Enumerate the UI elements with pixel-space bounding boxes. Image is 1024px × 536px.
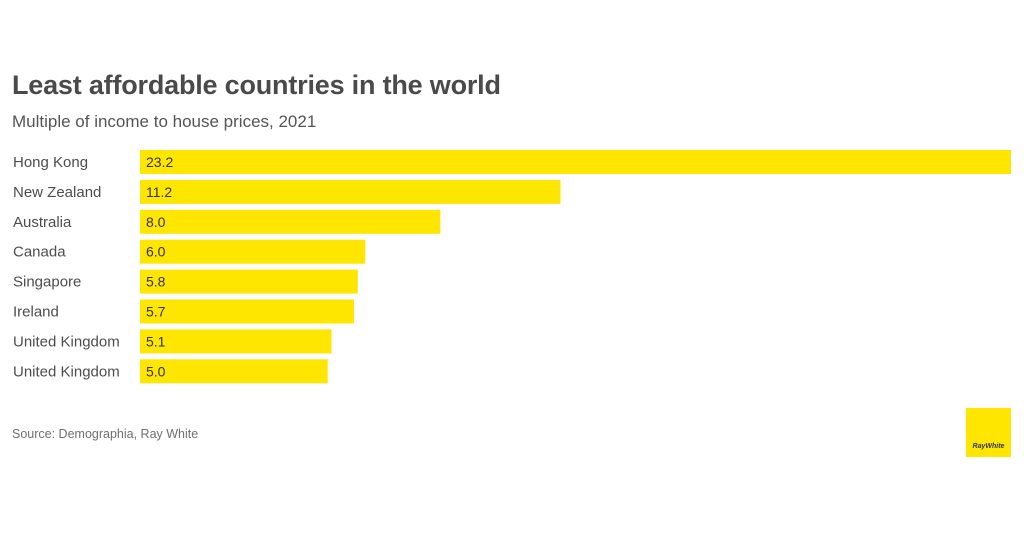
value-label: 5.7	[146, 304, 166, 320]
category-label: New Zealand	[13, 184, 101, 201]
value-label: 5.8	[146, 274, 166, 290]
bar	[140, 359, 328, 384]
category-label: United Kingdom	[13, 333, 120, 350]
bar	[140, 329, 332, 354]
category-label: Singapore	[13, 274, 81, 291]
value-label: 5.1	[146, 333, 166, 349]
value-label: 23.2	[146, 154, 173, 170]
bar	[140, 239, 366, 264]
source-note: Source: Demographia, Ray White	[12, 427, 199, 441]
value-label: 8.0	[146, 214, 166, 230]
logo-text: RayWhite	[972, 443, 1005, 450]
category-label: Canada	[13, 244, 66, 261]
bar-chart: Hong Kong 23.2 New Zealand 11.2 Australia 8.0…	[13, 150, 1011, 384]
bar	[140, 269, 358, 294]
value-label: 5.0	[146, 363, 166, 379]
ray-white-logo: RayWhite	[966, 408, 1011, 457]
category-label: Hong Kong	[13, 154, 88, 171]
value-label: 11.2	[146, 184, 172, 200]
value-label: 6.0	[146, 244, 166, 260]
bar	[140, 179, 561, 204]
bar	[140, 150, 1011, 174]
category-label: Ireland	[13, 304, 59, 321]
chart-subtitle: Multiple of income to house prices, 2021	[12, 112, 317, 131]
bar	[140, 299, 354, 324]
chart-title: Least affordable countries in the world	[12, 70, 501, 100]
category-label: Australia	[13, 214, 72, 231]
bar	[140, 209, 441, 234]
category-label: United Kingdom	[13, 363, 120, 380]
